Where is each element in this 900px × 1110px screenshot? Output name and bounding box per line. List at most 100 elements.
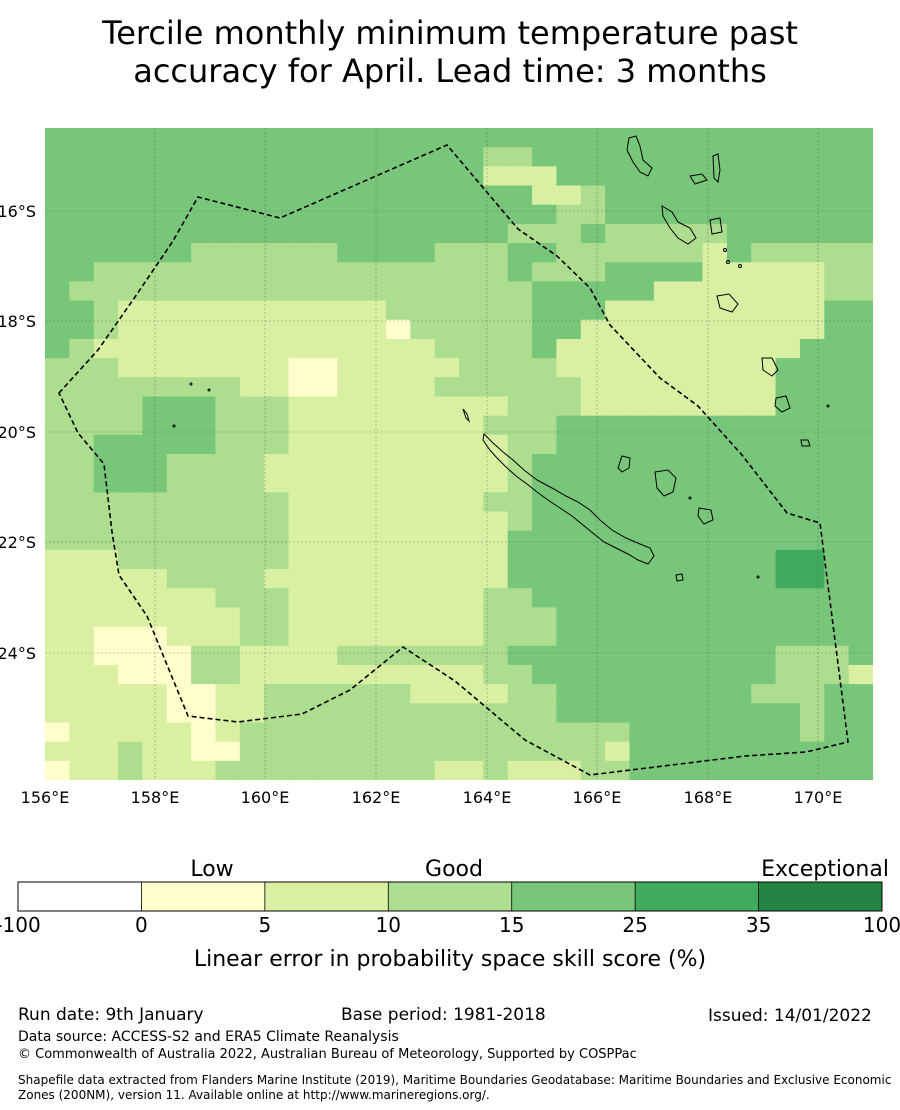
grid-cell <box>191 722 217 743</box>
grid-cell <box>580 607 606 628</box>
grid-cell <box>69 415 95 436</box>
grid-cell <box>191 588 217 609</box>
grid-cell <box>410 511 436 532</box>
grid-cell <box>629 741 655 762</box>
grid-cell <box>191 147 217 167</box>
grid-cell <box>142 204 168 225</box>
grid-cell <box>93 588 119 609</box>
grid-cell <box>239 166 265 187</box>
colorbar-tick-label: 15 <box>499 913 524 937</box>
grid-cell <box>142 454 168 474</box>
grid-cell <box>799 607 825 628</box>
grid-cell <box>678 473 704 493</box>
grid-cell <box>848 358 873 378</box>
grid-cell <box>45 166 70 187</box>
grid-cell <box>215 607 241 628</box>
grid-cell <box>678 722 704 743</box>
grid-cell <box>653 645 679 666</box>
grid-cell <box>337 319 363 340</box>
grid-cell <box>288 645 314 666</box>
grid-cell <box>605 722 631 743</box>
grid-cell <box>556 530 582 551</box>
grid-cell <box>824 454 850 474</box>
grid-cell <box>775 626 801 647</box>
grid-cell <box>580 530 606 551</box>
grid-cell <box>824 588 850 609</box>
grid-cell <box>215 223 241 244</box>
mare-island <box>697 507 714 525</box>
grid-cell <box>118 511 144 532</box>
grid-cell <box>726 243 752 263</box>
grid-cell <box>459 434 484 455</box>
grid-cell <box>93 300 119 321</box>
grid-cell <box>824 377 850 398</box>
grid-cell <box>824 166 850 187</box>
grid-cell <box>605 415 631 436</box>
grid-cell <box>824 511 850 532</box>
grid-cell <box>775 377 801 398</box>
grid-cell <box>653 473 679 493</box>
grid-cell <box>848 377 873 398</box>
grid-cell <box>239 473 265 493</box>
grid-cell <box>118 454 144 474</box>
grid-cell <box>337 243 363 263</box>
grid-cell <box>215 185 241 206</box>
grid-cell <box>678 223 704 244</box>
grid-cell <box>629 358 655 378</box>
grid-cell <box>580 684 606 704</box>
grid-cell <box>385 511 411 532</box>
grid-cell <box>848 415 873 436</box>
grid-cell <box>191 626 217 647</box>
grid-cell <box>93 760 119 780</box>
grid-cell <box>93 338 119 359</box>
grid-cell <box>507 741 533 762</box>
grid-cell <box>653 511 679 532</box>
grid-cell <box>507 185 533 206</box>
grid-cell <box>799 588 825 609</box>
grid-cell <box>629 549 655 570</box>
grid-cell <box>629 626 655 647</box>
grid-cell <box>215 703 241 724</box>
grid-cell <box>361 319 387 340</box>
grid-cell <box>191 319 217 340</box>
grid-cell <box>337 588 363 609</box>
grid-cell <box>580 281 606 302</box>
grid-cell <box>605 396 631 417</box>
grid-cell <box>605 377 631 398</box>
grid-cell <box>507 434 533 455</box>
pentecost-coast <box>712 153 721 184</box>
grid-cell <box>751 300 777 321</box>
grid-cell <box>264 473 290 493</box>
grid-cell <box>751 377 777 398</box>
grid-cell <box>653 185 679 206</box>
grid-cell <box>45 684 70 704</box>
grid-cell <box>215 166 241 187</box>
grid-cell <box>361 454 387 474</box>
grid-cell <box>775 147 801 167</box>
grid-cell <box>264 319 290 340</box>
eez-boundary <box>58 144 849 776</box>
grid-cell <box>556 185 582 206</box>
grid-cell <box>410 626 436 647</box>
grid-cell <box>702 626 728 647</box>
grid-cell <box>629 396 655 417</box>
islet <box>756 575 760 579</box>
grid-cell <box>69 549 95 570</box>
grid-cell <box>166 473 192 493</box>
grid-cell <box>848 664 873 685</box>
grid-cell <box>605 492 631 513</box>
grid-cell <box>264 760 290 780</box>
grid-cell <box>629 185 655 206</box>
grid-cell <box>459 147 484 167</box>
grid-cell <box>337 530 363 551</box>
grid-cell <box>653 454 679 474</box>
grid-cell <box>532 396 558 417</box>
grid-cell <box>702 703 728 724</box>
grid-cell <box>93 645 119 666</box>
grid-cell <box>556 166 582 187</box>
grid-cell <box>605 703 631 724</box>
grid-cell <box>605 549 631 570</box>
grid-cell <box>191 243 217 263</box>
base-period: Base period: 1981-2018 <box>341 1005 546 1025</box>
grid-cell <box>848 607 873 628</box>
